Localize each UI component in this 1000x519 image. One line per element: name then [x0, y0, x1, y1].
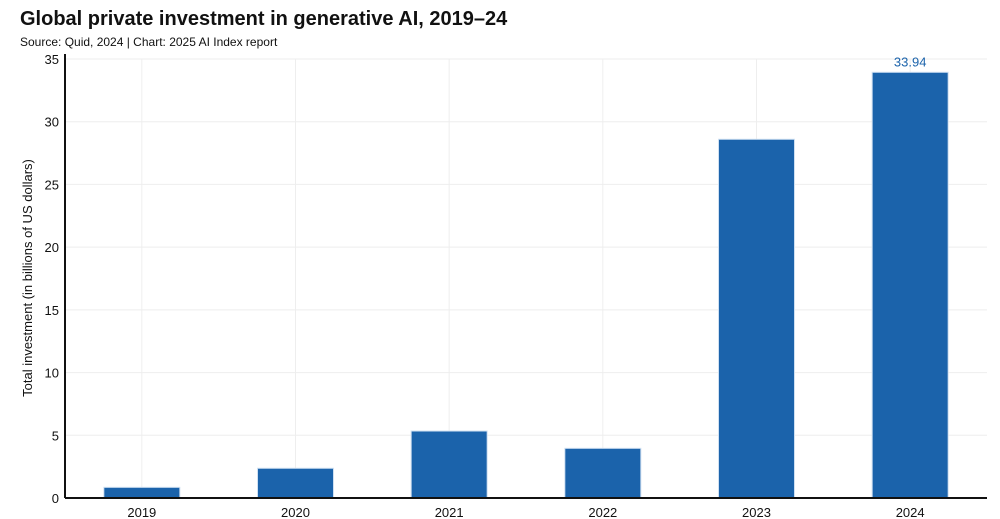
- y-tick-label: 10: [45, 366, 59, 381]
- chart-subtitle: Source: Quid, 2024 | Chart: 2025 AI Inde…: [20, 35, 278, 49]
- data-label-2024: 33.94: [894, 54, 927, 69]
- y-tick-label: 30: [45, 115, 59, 130]
- bar-2022: [564, 447, 642, 499]
- y-tick-label: 35: [45, 52, 59, 67]
- x-tick-label: 2019: [127, 505, 156, 519]
- bar-2024: [871, 71, 949, 499]
- y-tick-label: 25: [45, 177, 59, 192]
- bar-2020: [257, 467, 334, 499]
- y-tick-label: 0: [52, 491, 59, 506]
- x-tick-label: 2021: [435, 505, 464, 519]
- x-tick-label: 2023: [742, 505, 771, 519]
- bar-2019: [103, 486, 181, 499]
- y-tick-label: 20: [45, 240, 59, 255]
- y-tick-label: 5: [52, 428, 59, 443]
- x-tick-label: 2020: [281, 505, 310, 519]
- bar-2021: [410, 430, 488, 499]
- x-tick-label: 2024: [896, 505, 925, 519]
- y-axis-label: Total investment (in billions of US doll…: [20, 159, 35, 397]
- bar-2023: [718, 138, 795, 499]
- y-tick-label: 15: [45, 303, 59, 318]
- chart-title: Global private investment in generative …: [20, 8, 508, 30]
- x-tick-label: 2022: [588, 505, 617, 519]
